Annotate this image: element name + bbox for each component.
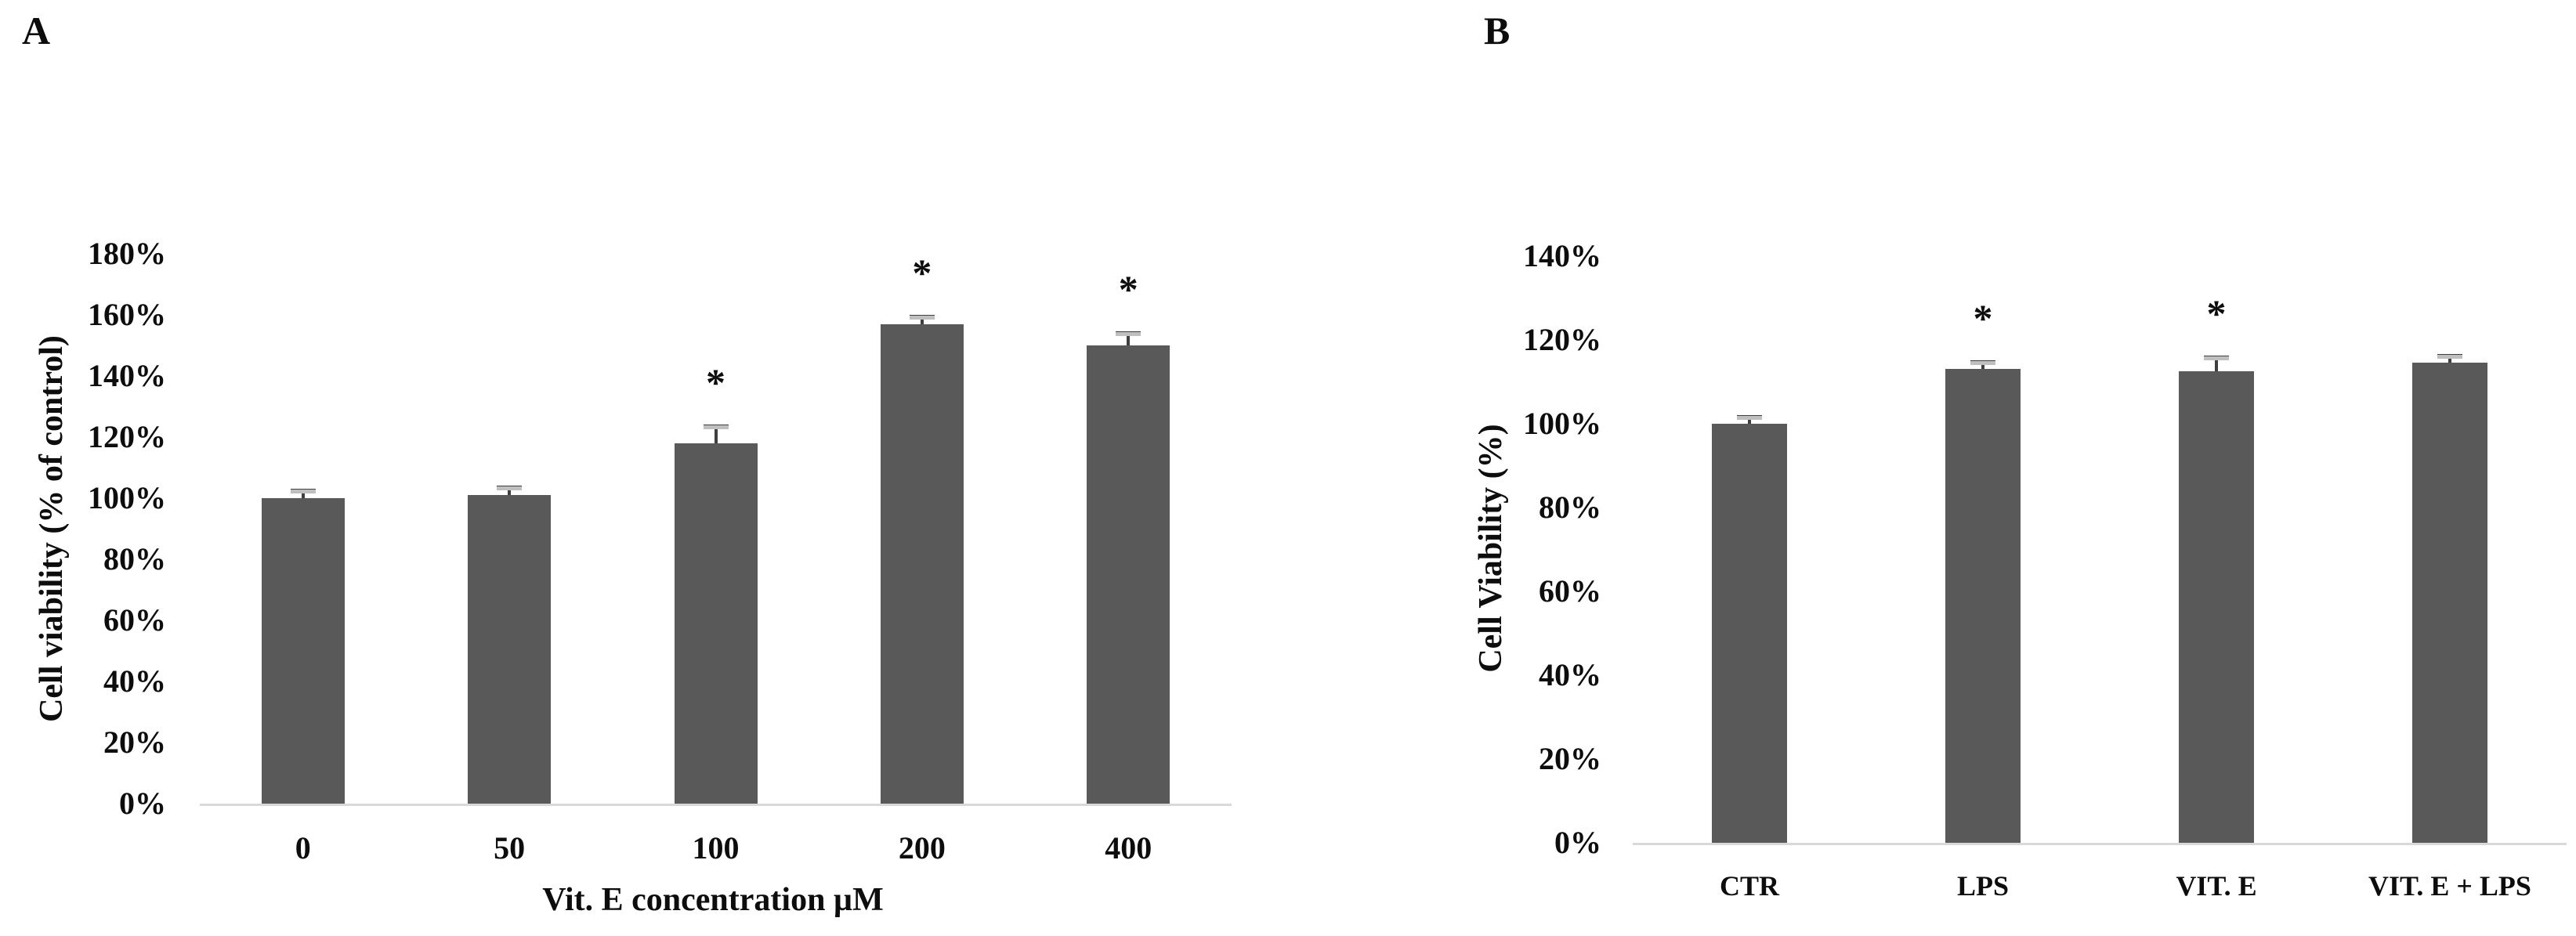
- significance-marker: *: [1973, 296, 1993, 341]
- significance-marker: *: [706, 360, 725, 405]
- bar-200: [880, 323, 964, 804]
- y-tick-label: 100%: [88, 480, 166, 515]
- x-tick-label: 400: [1105, 830, 1152, 866]
- y-tick-label: 100%: [1523, 406, 1601, 441]
- error-bar-stem: [1981, 363, 1984, 370]
- x-tick-label: VIT. E: [2176, 870, 2257, 902]
- error-bar-stem: [301, 492, 305, 498]
- y-tick-label: 80%: [103, 541, 166, 576]
- y-tick-label: 20%: [1539, 741, 1601, 776]
- bar-0: [261, 498, 345, 804]
- y-tick-label: 120%: [88, 419, 166, 454]
- bar-vit-e-lps: [2412, 363, 2487, 843]
- y-tick-label: 80%: [1539, 490, 1601, 525]
- error-bar-stem: [1748, 418, 1751, 424]
- y-tick-label: 140%: [88, 358, 166, 393]
- panel-a-label: A: [22, 9, 51, 52]
- x-tick-label: 50: [494, 830, 526, 866]
- error-bar-stem: [2215, 359, 2218, 372]
- y-tick-label: 140%: [1523, 238, 1601, 273]
- bar-ctr: [1712, 424, 1787, 843]
- bar-vit-e: [2179, 371, 2254, 843]
- y-tick-label: 60%: [1539, 573, 1601, 609]
- y-tick-label: 120%: [1523, 322, 1601, 357]
- panel-b-label: B: [1484, 9, 1511, 52]
- x-tick-label: VIT. E + LPS: [2368, 870, 2531, 902]
- x-tick-label: LPS: [1956, 870, 2010, 902]
- error-bar-stem: [1127, 334, 1131, 345]
- significance-marker: *: [1118, 267, 1138, 312]
- error-bar-cap: [703, 425, 729, 430]
- bar-50: [468, 495, 552, 804]
- bar-400: [1087, 345, 1170, 804]
- error-bar-cap: [2204, 356, 2229, 361]
- error-bar-stem: [508, 489, 512, 496]
- error-bar-cap: [1737, 415, 1762, 421]
- y-tick-label: 180%: [88, 236, 166, 271]
- y-tick-label: 60%: [103, 602, 166, 638]
- bar-lps: [1945, 369, 2021, 843]
- error-bar-cap: [909, 314, 935, 320]
- error-bar-cap: [497, 486, 523, 491]
- error-bar-stem: [2448, 357, 2451, 363]
- x-tick-label: CTR: [1719, 870, 1779, 902]
- panel-a-x-axis-title: Vit. E concentration µM: [542, 882, 884, 918]
- significance-marker: *: [912, 250, 932, 295]
- y-tick-label: 0%: [1554, 825, 1601, 860]
- error-bar-cap: [1116, 331, 1141, 337]
- error-bar-cap: [2437, 354, 2462, 360]
- y-tick-label: 40%: [1539, 657, 1601, 692]
- error-bar-cap: [290, 489, 316, 494]
- error-bar-cap: [1970, 360, 1995, 366]
- y-tick-label: 0%: [119, 786, 166, 821]
- y-tick-label: 40%: [103, 663, 166, 699]
- error-bar-stem: [920, 317, 924, 324]
- error-bar-stem: [714, 428, 718, 443]
- x-tick-label: 100: [692, 830, 740, 866]
- x-tick-label: 0: [295, 830, 311, 866]
- y-tick-label: 20%: [103, 725, 166, 760]
- y-tick-label: 160%: [88, 297, 166, 332]
- panel-b-y-axis-title: Cell Viability (%): [1473, 424, 1509, 673]
- bar-100: [674, 443, 758, 804]
- x-tick-label: 200: [898, 830, 946, 866]
- x-axis-line: [1633, 843, 2567, 845]
- x-axis-line: [200, 804, 1232, 806]
- significance-marker: *: [2206, 291, 2227, 336]
